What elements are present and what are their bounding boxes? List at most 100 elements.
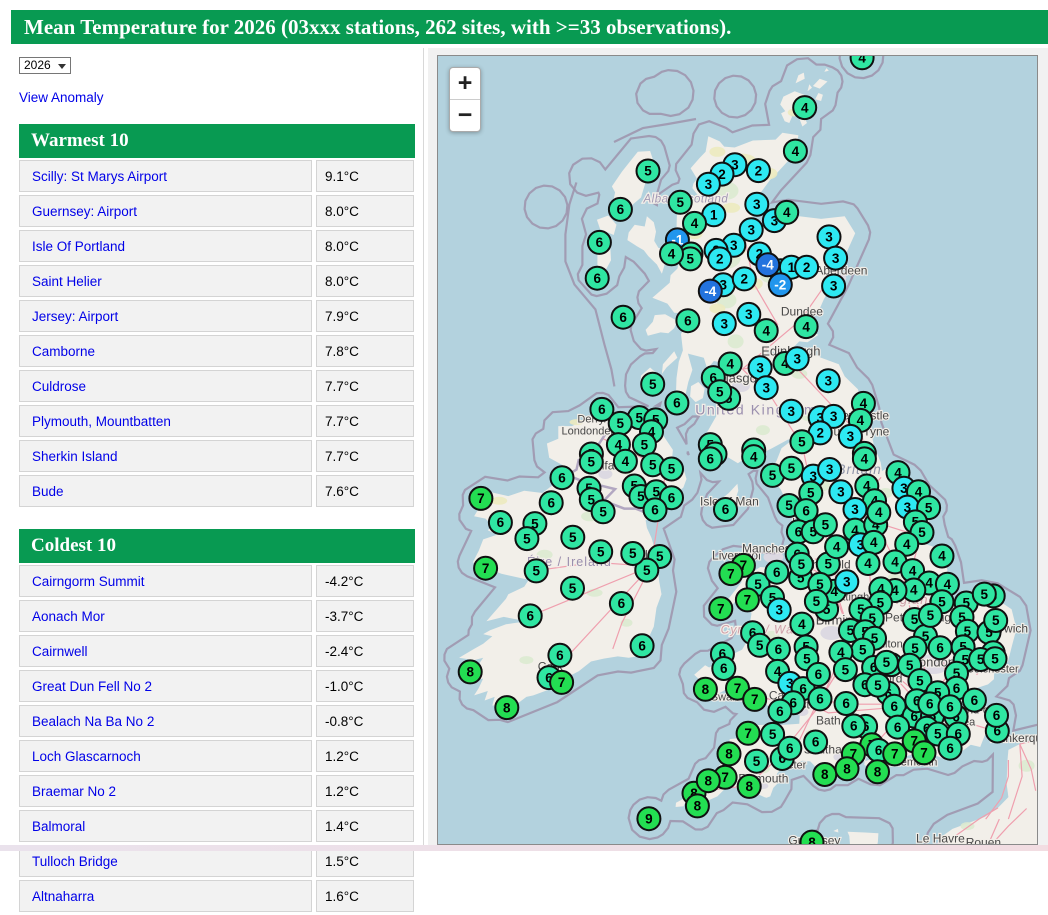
svg-text:6: 6 <box>799 681 807 696</box>
svg-text:5: 5 <box>977 652 985 667</box>
svg-text:8: 8 <box>843 762 851 777</box>
svg-text:6: 6 <box>953 681 961 696</box>
svg-text:3: 3 <box>843 575 851 590</box>
svg-text:6: 6 <box>926 697 934 712</box>
svg-text:8: 8 <box>874 765 882 780</box>
svg-text:5: 5 <box>649 458 657 473</box>
svg-text:3: 3 <box>825 230 833 245</box>
svg-text:8: 8 <box>702 682 710 697</box>
svg-text:4: 4 <box>792 144 800 159</box>
svg-text:4: 4 <box>774 664 782 679</box>
svg-text:5: 5 <box>934 685 942 700</box>
svg-text:2: 2 <box>755 163 763 178</box>
svg-text:5: 5 <box>523 531 531 546</box>
svg-text:5: 5 <box>922 629 930 644</box>
svg-text:3: 3 <box>705 177 713 192</box>
svg-text:3: 3 <box>837 485 845 500</box>
svg-text:6: 6 <box>885 686 893 701</box>
svg-text:5: 5 <box>877 596 885 611</box>
svg-text:3: 3 <box>830 279 838 294</box>
svg-text:6: 6 <box>673 396 681 411</box>
svg-text:6: 6 <box>786 741 794 756</box>
svg-text:6: 6 <box>890 699 898 714</box>
svg-text:6: 6 <box>684 313 692 328</box>
svg-text:5: 5 <box>769 590 777 605</box>
svg-text:5: 5 <box>883 655 891 670</box>
svg-text:5: 5 <box>916 673 924 688</box>
svg-text:4: 4 <box>910 583 918 598</box>
svg-text:5: 5 <box>716 384 724 399</box>
svg-text:6: 6 <box>971 693 979 708</box>
svg-text:6: 6 <box>618 596 626 611</box>
svg-text:5: 5 <box>823 602 831 617</box>
svg-text:6: 6 <box>710 370 718 385</box>
svg-text:4: 4 <box>781 356 789 371</box>
svg-text:6: 6 <box>545 670 553 685</box>
svg-text:3: 3 <box>816 410 824 425</box>
svg-text:Dundee: Dundee <box>781 304 823 318</box>
svg-text:5: 5 <box>641 437 649 452</box>
svg-text:6: 6 <box>719 647 727 662</box>
svg-text:8: 8 <box>725 747 733 762</box>
svg-text:4: 4 <box>750 449 758 464</box>
svg-text:7: 7 <box>734 681 742 696</box>
svg-text:7: 7 <box>920 746 928 761</box>
svg-text:4: 4 <box>938 549 946 564</box>
svg-text:5: 5 <box>569 581 577 596</box>
svg-text:8: 8 <box>745 779 753 794</box>
svg-text:5: 5 <box>687 252 695 267</box>
svg-text:6: 6 <box>861 677 869 692</box>
svg-text:3: 3 <box>847 429 855 444</box>
svg-text:6: 6 <box>850 719 858 734</box>
svg-text:7: 7 <box>727 566 735 581</box>
svg-text:3: 3 <box>745 307 753 322</box>
svg-text:4: 4 <box>726 357 734 372</box>
svg-text:6: 6 <box>946 741 954 756</box>
svg-text:3: 3 <box>762 380 770 395</box>
svg-text:5: 5 <box>962 596 970 611</box>
svg-text:6: 6 <box>497 515 505 530</box>
svg-text:4: 4 <box>622 454 630 469</box>
svg-text:6: 6 <box>993 708 1001 723</box>
svg-text:4: 4 <box>891 555 899 570</box>
svg-text:5: 5 <box>911 641 919 656</box>
svg-text:-4: -4 <box>704 284 716 299</box>
svg-text:7: 7 <box>744 593 752 608</box>
svg-text:4: 4 <box>864 556 872 571</box>
svg-text:6: 6 <box>789 696 797 711</box>
svg-text:Le Havre: Le Havre <box>916 831 965 844</box>
svg-text:6: 6 <box>617 202 625 217</box>
svg-text:5: 5 <box>874 678 882 693</box>
svg-text:8: 8 <box>503 700 511 715</box>
svg-text:3: 3 <box>753 197 761 212</box>
svg-text:6: 6 <box>894 720 902 735</box>
svg-text:5: 5 <box>868 611 876 626</box>
svg-text:7: 7 <box>751 692 759 707</box>
svg-text:4: 4 <box>857 413 865 428</box>
svg-text:3: 3 <box>771 213 779 228</box>
svg-text:6: 6 <box>875 743 883 758</box>
svg-text:5: 5 <box>859 643 867 658</box>
svg-text:4: 4 <box>894 465 902 480</box>
svg-text:6: 6 <box>775 642 783 657</box>
svg-text:5: 5 <box>676 195 684 210</box>
svg-text:5: 5 <box>532 564 540 579</box>
svg-text:5: 5 <box>961 653 969 668</box>
svg-text:7: 7 <box>910 734 918 749</box>
svg-text:3: 3 <box>900 481 908 496</box>
svg-text:3: 3 <box>851 502 859 517</box>
svg-text:5: 5 <box>842 662 850 677</box>
svg-text:5: 5 <box>756 638 764 653</box>
svg-text:4: 4 <box>615 437 623 452</box>
svg-text:5: 5 <box>798 557 806 572</box>
svg-text:1: 1 <box>710 208 718 223</box>
svg-text:5: 5 <box>597 545 605 560</box>
svg-text:2: 2 <box>718 167 726 182</box>
svg-text:6: 6 <box>776 704 784 719</box>
svg-text:5: 5 <box>918 525 926 540</box>
svg-text:6: 6 <box>842 696 850 711</box>
svg-text:6: 6 <box>816 692 824 707</box>
svg-text:6: 6 <box>994 724 1002 739</box>
svg-text:3: 3 <box>719 278 727 293</box>
svg-text:6: 6 <box>547 495 555 510</box>
